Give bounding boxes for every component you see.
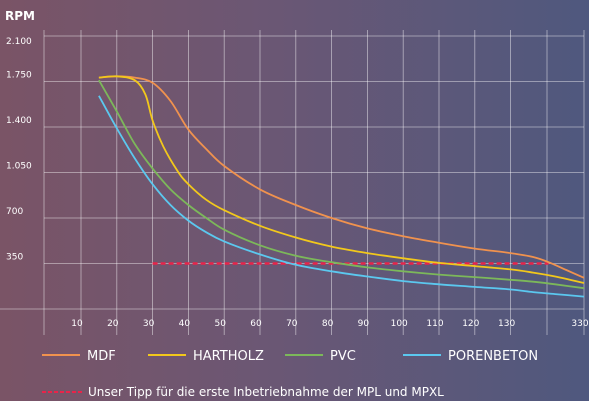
series-line-porenbeton bbox=[98, 95, 585, 298]
x-tick-label: 40 bbox=[179, 319, 191, 329]
x-tick-label: 10 bbox=[71, 319, 83, 329]
y-tick-label: 2.100 bbox=[6, 37, 32, 47]
x-tick-label: 330 bbox=[571, 319, 588, 329]
x-tick-label: 120 bbox=[462, 319, 479, 329]
legend-label-porenbeton: PORENBETON bbox=[448, 349, 538, 364]
x-tick-label: 110 bbox=[426, 319, 443, 329]
x-tick-label: 60 bbox=[250, 319, 262, 329]
series-lines bbox=[98, 75, 585, 298]
x-tick-label: 70 bbox=[286, 319, 298, 329]
legend-label-pvc: PVC bbox=[330, 349, 356, 364]
legend-label-hartholz: HARTHOLZ bbox=[193, 349, 264, 364]
y-tick-label: 1.400 bbox=[6, 116, 32, 126]
x-axis-ticks: 10 20 30 40 50 60 70 80 90 100 110 120 130 330 bbox=[71, 319, 589, 329]
reference-legend: Unser Tipp für die erste Inbetriebnahme … bbox=[42, 385, 444, 399]
y-axis-label: RPM bbox=[5, 9, 35, 23]
x-tick-label: 20 bbox=[107, 319, 119, 329]
x-tick-label: 80 bbox=[322, 319, 334, 329]
x-tick-label: 90 bbox=[358, 319, 370, 329]
y-tick-label: 700 bbox=[6, 207, 23, 217]
y-tick-label: 1.750 bbox=[6, 71, 32, 81]
legend-label-mdf: MDF bbox=[87, 349, 116, 364]
reference-legend-label: Unser Tipp für die erste Inbetriebnahme … bbox=[88, 385, 444, 399]
series-line-hartholz bbox=[98, 75, 585, 284]
x-tick-label: 50 bbox=[214, 319, 226, 329]
legend: MDF HARTHOLZ PVC PORENBETON bbox=[42, 349, 538, 364]
y-axis-ticks: 350 700 1.050 1.400 1.750 2.100 bbox=[6, 37, 32, 263]
y-tick-label: 350 bbox=[6, 253, 23, 263]
series-line-pvc bbox=[98, 79, 585, 290]
series-line-mdf bbox=[98, 75, 585, 279]
x-tick-label: 100 bbox=[391, 319, 408, 329]
x-tick-label: 30 bbox=[143, 319, 155, 329]
chart-grid bbox=[0, 30, 585, 335]
y-tick-label: 1.050 bbox=[6, 162, 32, 172]
x-tick-label: 130 bbox=[498, 319, 515, 329]
